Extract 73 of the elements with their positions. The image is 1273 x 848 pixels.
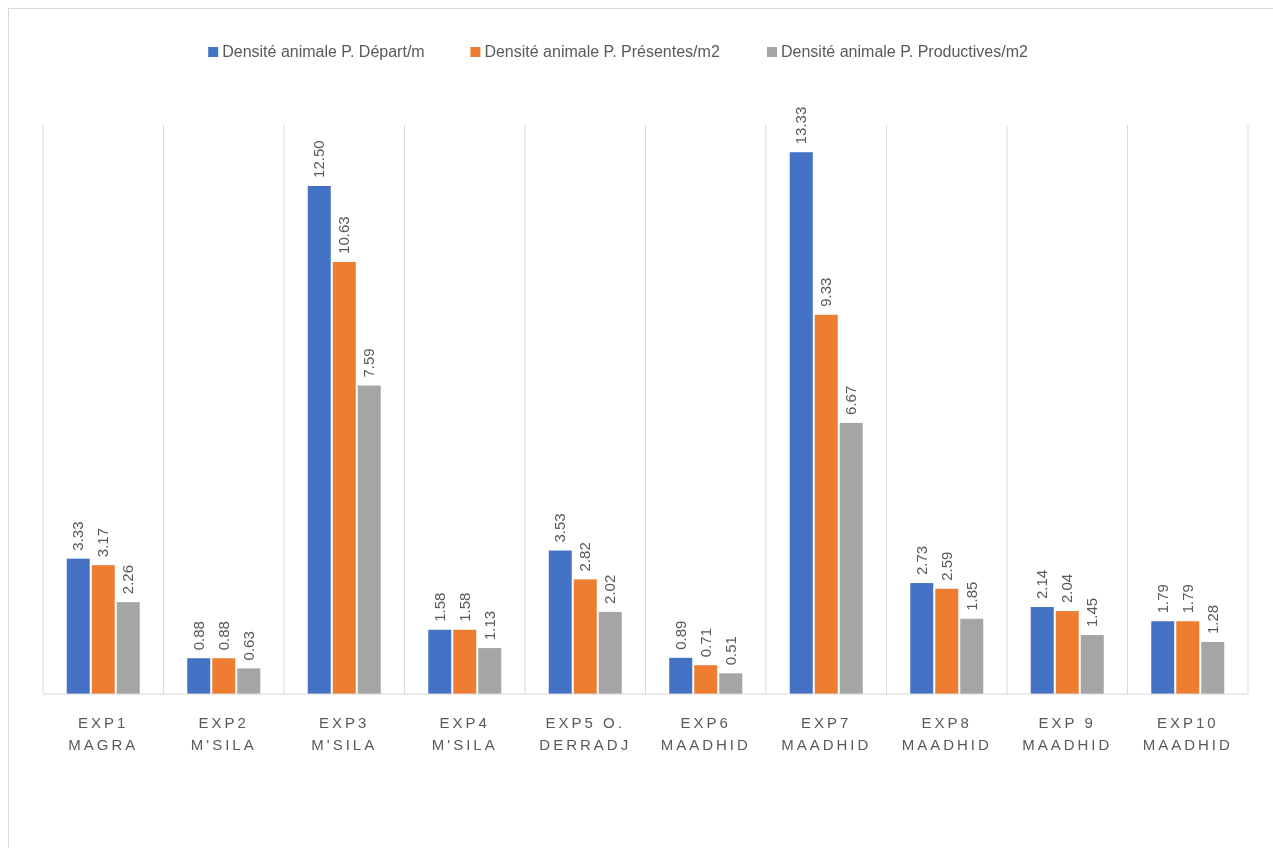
bar [669,657,693,694]
x-tick-label: EXP3 M'SILA [311,714,378,753]
bar [1030,607,1054,694]
data-label: 2.26 [119,564,137,595]
bar [478,648,502,694]
legend-label: Densité animale P. Départ/m [222,43,425,60]
bar [307,185,331,694]
data-label: 12.50 [310,140,328,178]
data-label: 6.67 [842,385,860,415]
bar [332,261,356,694]
data-label: 0.71 [696,627,714,658]
bar [789,152,813,694]
bar [910,583,934,694]
legend-label: Densité animale P. Productives/m2 [781,43,1029,60]
data-label: 2.82 [576,542,594,572]
bar [694,665,718,694]
data-label: 1.58 [430,592,448,622]
data-label: 1.45 [1083,597,1101,628]
bar [428,629,452,694]
data-label: 1.28 [1203,604,1221,634]
bar [212,658,236,694]
bar [1201,641,1225,694]
x-tick-label: EXP10 MAADHID [1142,714,1233,753]
bar [573,579,597,694]
data-label: 3.33 [69,521,87,551]
x-tick-label: EXP5 O. DERRADJ [539,714,632,753]
data-label: 3.53 [551,513,569,543]
bar [548,550,572,694]
x-tick-label: EXP 9 MAADHID [1022,714,1113,753]
data-label: 13.33 [792,106,810,145]
data-label: 0.51 [721,636,739,666]
data-label: 0.89 [671,620,689,650]
bar [935,588,959,694]
bar [1151,621,1175,694]
bar [91,565,115,694]
data-label: 2.14 [1033,569,1051,600]
data-label: 9.33 [817,277,835,307]
x-tick-label: EXP4 M'SILA [431,714,498,753]
data-label: 0.88 [189,621,207,651]
data-label: 2.73 [912,545,930,576]
x-tick-label: EXP1 MAGRA [68,714,139,753]
data-label: 10.63 [335,216,353,254]
bar [814,314,838,694]
bar [187,658,211,694]
bar [839,422,863,694]
data-label: 3.17 [94,527,112,558]
bar [719,673,743,694]
data-label: 0.88 [214,621,232,651]
data-label: 2.04 [1058,573,1076,604]
bar [453,629,477,694]
bar [66,558,90,694]
legend-label: Densité animale P. Présentes/m2 [484,43,720,60]
data-label: 2.59 [937,551,955,581]
bar [357,385,381,694]
data-label: 1.79 [1153,584,1171,614]
x-tick-label: EXP6 MAADHID [660,714,751,753]
bar [1080,635,1104,694]
bar [237,668,261,694]
data-label: 2.02 [601,574,619,604]
data-label: 0.63 [239,631,257,661]
bar [1055,611,1079,694]
data-label: 1.13 [480,610,498,641]
data-label: 1.85 [962,581,980,611]
x-tick-label: EXP2 M'SILA [190,714,257,753]
data-label: 7.59 [360,348,378,378]
bar [1176,621,1200,694]
data-label: 1.79 [1178,584,1196,614]
data-label: 1.58 [455,592,473,622]
bar [960,618,984,694]
x-tick-label: EXP7 MAADHID [781,714,872,753]
bar [598,611,622,694]
x-tick-label: EXP8 MAADHID [901,714,992,753]
bar [116,602,140,694]
